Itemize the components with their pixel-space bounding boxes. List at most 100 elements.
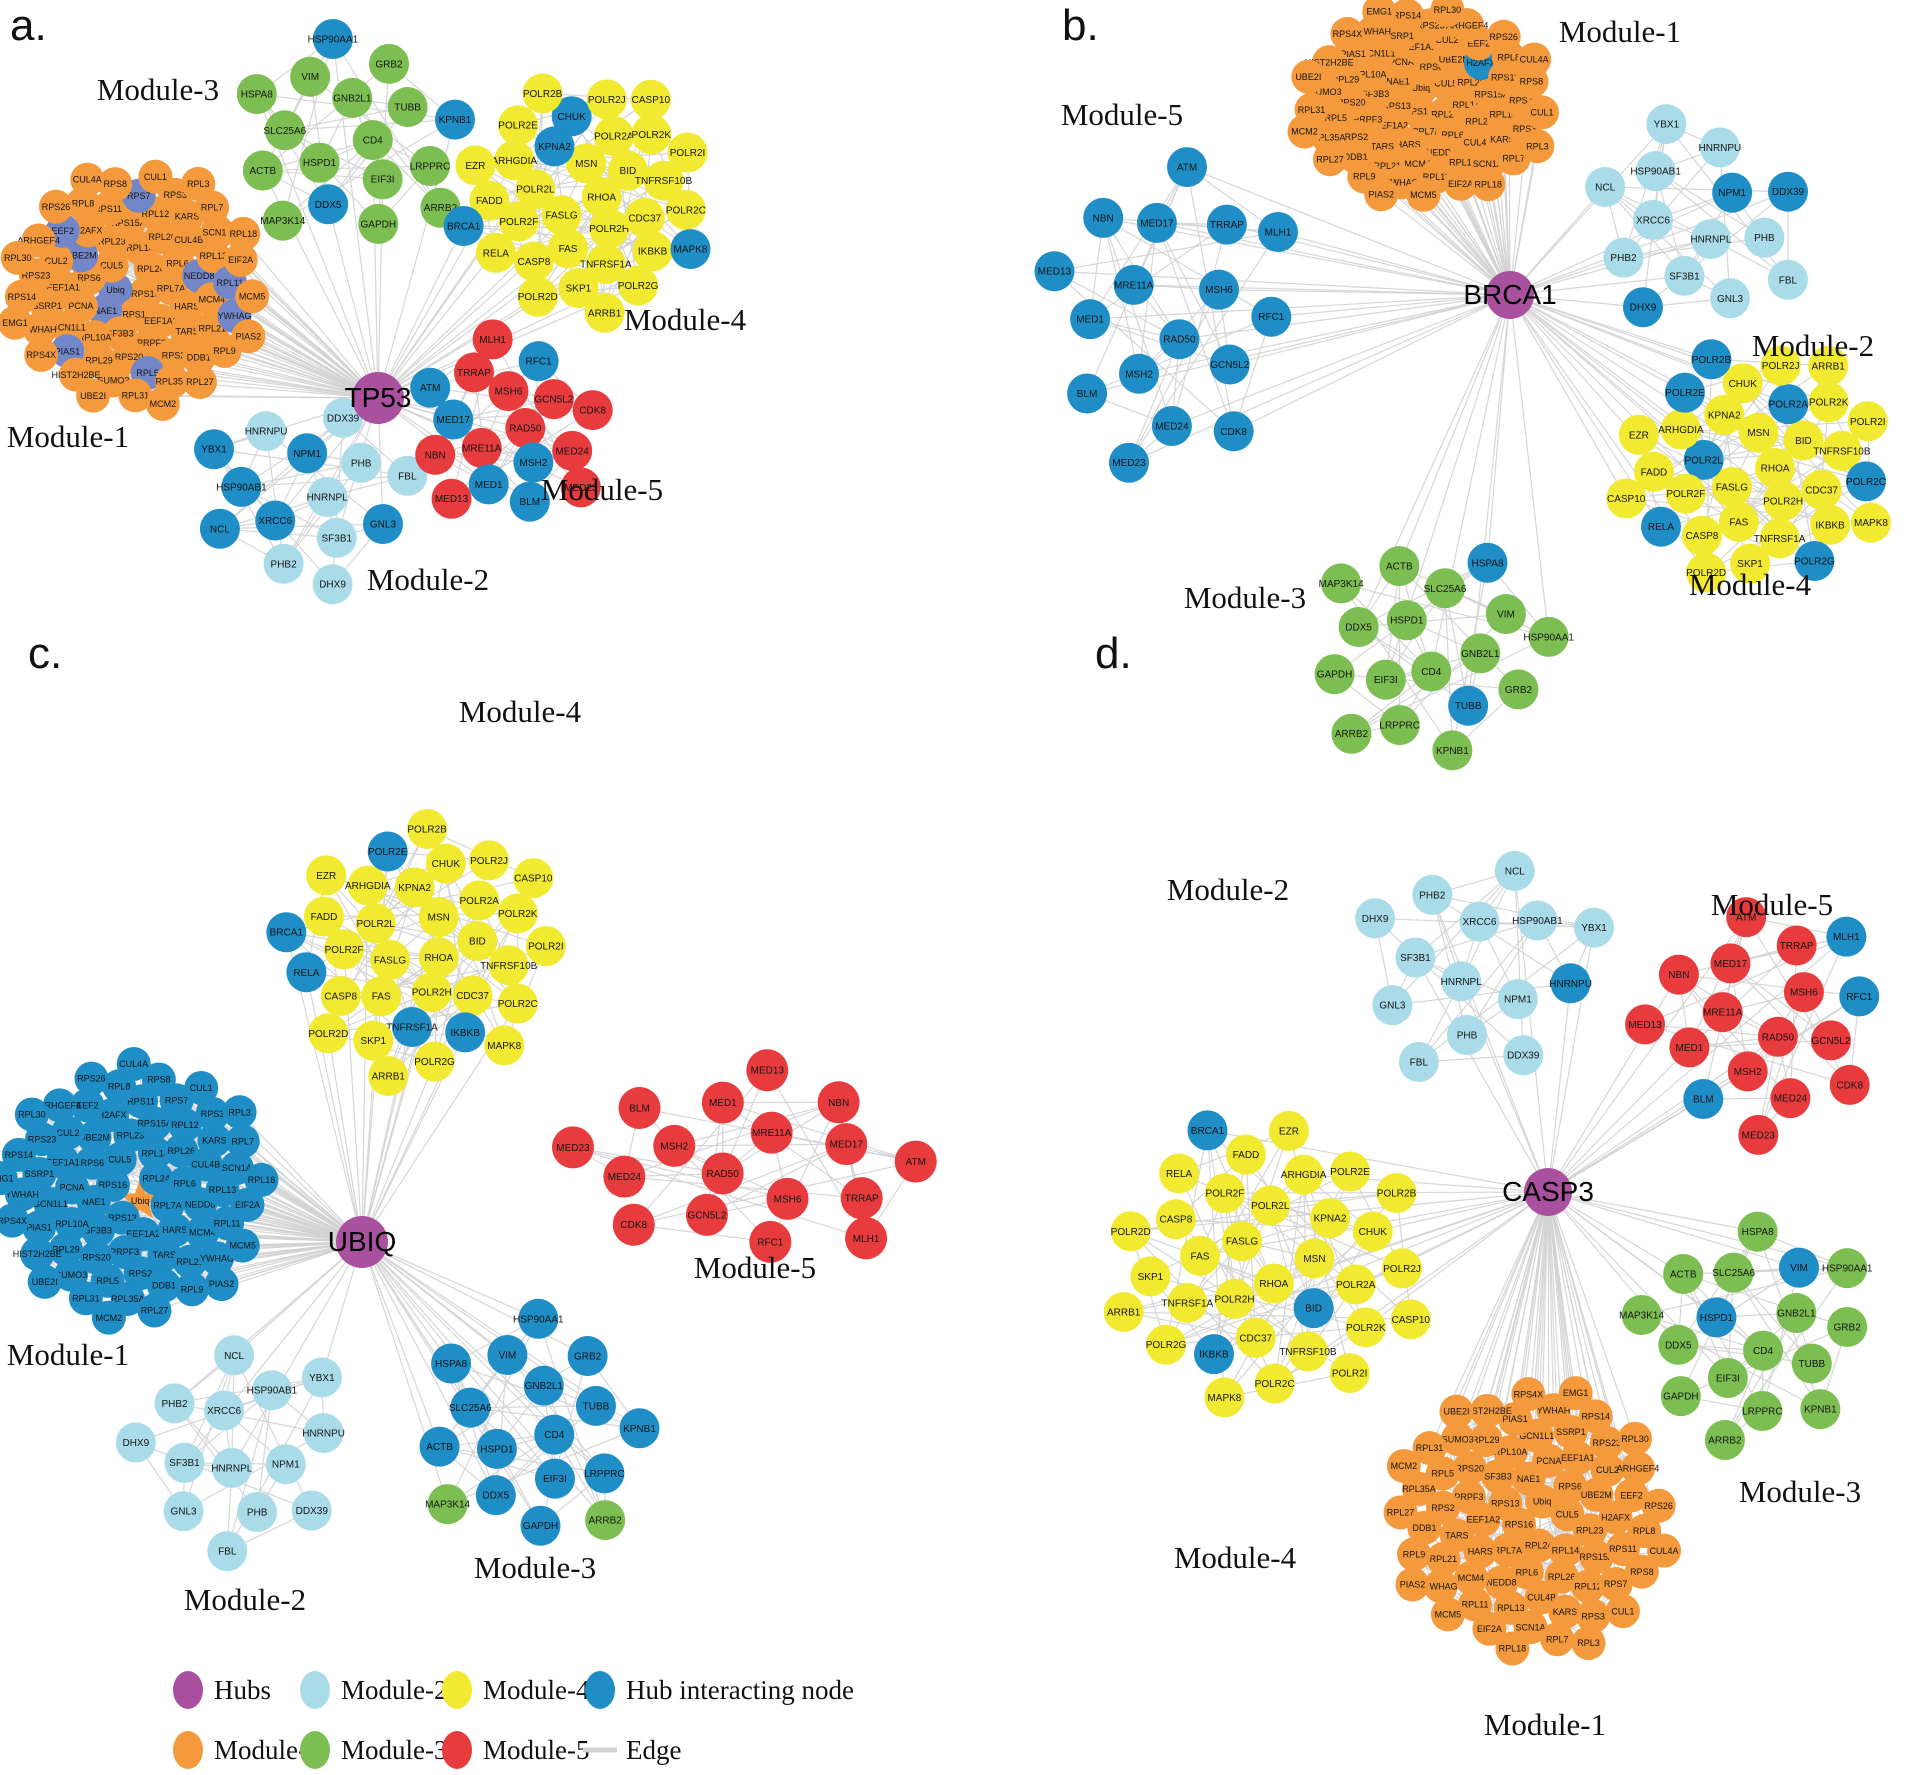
- node-RPL27[interactable]: [1312, 142, 1347, 177]
- node-SF3B1[interactable]: [1664, 255, 1705, 296]
- node-HIST2H2BE[interactable]: [20, 1237, 55, 1272]
- node-EEF1A1[interactable]: [1560, 1440, 1595, 1475]
- node-HSPD1[interactable]: [1696, 1297, 1737, 1338]
- node-RPS4X[interactable]: [1511, 1377, 1546, 1412]
- node-TRRAP[interactable]: [1206, 204, 1247, 245]
- node-BID[interactable]: [1783, 420, 1824, 461]
- node-MED17[interactable]: [1136, 202, 1177, 243]
- node-CASP8[interactable]: [1155, 1199, 1196, 1240]
- node-NBN[interactable]: [817, 1081, 860, 1124]
- node-MRE11A[interactable]: [461, 427, 502, 468]
- node-CUL1[interactable]: [1605, 1594, 1640, 1629]
- node-HNRNPL[interactable]: [1441, 961, 1482, 1002]
- node-CUL4A[interactable]: [116, 1046, 151, 1081]
- node-EEF2[interactable]: [1614, 1478, 1649, 1513]
- node-RPL23[interactable]: [1572, 1513, 1607, 1548]
- node-XRCC6[interactable]: [1459, 901, 1500, 942]
- node-KPNA2[interactable]: [534, 126, 575, 167]
- node-DDX39[interactable]: [1503, 1035, 1544, 1076]
- node-RPS4X[interactable]: [1330, 16, 1365, 51]
- node-ARHGEF4[interactable]: [42, 1088, 77, 1123]
- node-EZR[interactable]: [306, 855, 347, 896]
- node-HSP90AB1[interactable]: [1635, 151, 1676, 192]
- node-ARRB2[interactable]: [585, 1500, 626, 1541]
- node-KPNB1[interactable]: [1432, 730, 1473, 771]
- node-RPL27[interactable]: [137, 1293, 172, 1328]
- node-GAPDH[interactable]: [520, 1505, 561, 1546]
- node-MED1[interactable]: [701, 1081, 744, 1124]
- node-XRCC6[interactable]: [204, 1390, 245, 1431]
- node-CD4[interactable]: [1411, 651, 1452, 692]
- node-FASLG[interactable]: [370, 939, 411, 980]
- node-RPL6[interactable]: [1509, 1555, 1544, 1590]
- node-LRPPRC[interactable]: [409, 146, 450, 187]
- node-POLR2I[interactable]: [525, 926, 566, 967]
- node-GCN5L2[interactable]: [1209, 344, 1250, 385]
- node-FBL[interactable]: [1767, 259, 1808, 300]
- node-MAP3K14[interactable]: [1621, 1295, 1662, 1336]
- node-GAPDH[interactable]: [1660, 1376, 1701, 1417]
- node-ATM[interactable]: [1726, 897, 1767, 938]
- node-EIF2A[interactable]: [223, 243, 258, 278]
- node-POLR2D[interactable]: [1110, 1211, 1151, 1252]
- node-RPS26[interactable]: [1641, 1488, 1676, 1523]
- node-HNRNPU[interactable]: [1550, 963, 1591, 1004]
- node-ACTB[interactable]: [242, 150, 283, 191]
- node-CDK8[interactable]: [612, 1203, 655, 1246]
- node-GCN5L2[interactable]: [685, 1193, 728, 1236]
- node-NCL[interactable]: [214, 1335, 255, 1376]
- node-RPS20[interactable]: [1452, 1451, 1487, 1486]
- node-H2AFX[interactable]: [70, 213, 105, 248]
- node-IKBKB[interactable]: [632, 231, 673, 272]
- node-POLR2K[interactable]: [1345, 1307, 1386, 1348]
- node-VIM[interactable]: [1778, 1247, 1819, 1288]
- node-POLR2J[interactable]: [586, 79, 627, 120]
- node-DDX39[interactable]: [291, 1490, 332, 1531]
- node-RPL29[interactable]: [48, 1232, 83, 1267]
- node-RPS23[interactable]: [1589, 1425, 1624, 1460]
- node-RPL7[interactable]: [1540, 1622, 1575, 1657]
- node-FAS[interactable]: [548, 228, 589, 269]
- node-PHB[interactable]: [237, 1491, 278, 1532]
- node-ARRB2[interactable]: [1331, 713, 1372, 754]
- node-SF3B1[interactable]: [316, 517, 357, 558]
- node-KARS[interactable]: [197, 1123, 232, 1158]
- node-ARHGDIA[interactable]: [494, 140, 535, 181]
- node-CHUK[interactable]: [1722, 363, 1763, 404]
- node-ARRB1[interactable]: [368, 1056, 409, 1097]
- node-GNL3[interactable]: [1372, 985, 1413, 1026]
- node-FASLG[interactable]: [541, 195, 582, 236]
- node-POLR2D[interactable]: [517, 276, 558, 317]
- node-YWHAG[interactable]: [1423, 1569, 1458, 1604]
- node-CD4[interactable]: [1743, 1330, 1784, 1371]
- node-MED13[interactable]: [1034, 251, 1075, 292]
- node-POLR2D[interactable]: [308, 1013, 349, 1054]
- node-FASLG[interactable]: [1711, 466, 1752, 507]
- node-RPS26[interactable]: [38, 189, 73, 224]
- node-RPS14[interactable]: [1390, 0, 1425, 33]
- node-CASP10[interactable]: [513, 858, 554, 899]
- node-BLM[interactable]: [509, 481, 550, 522]
- node-CUL1[interactable]: [184, 1070, 219, 1105]
- node-PIAS2[interactable]: [231, 319, 266, 354]
- node-RPL14[interactable]: [1548, 1533, 1583, 1568]
- node-NCL[interactable]: [199, 508, 240, 549]
- node-GCN5L2[interactable]: [1810, 1020, 1851, 1061]
- node-DHX9[interactable]: [1622, 287, 1663, 328]
- node-FAS[interactable]: [1718, 501, 1759, 542]
- node-TNFRSF1A[interactable]: [585, 244, 626, 285]
- node-RELA[interactable]: [1159, 1153, 1200, 1194]
- node-RPS6[interactable]: [75, 1145, 110, 1180]
- node-ATM[interactable]: [894, 1140, 937, 1183]
- node-YBX1[interactable]: [301, 1357, 342, 1398]
- node-CUL4A[interactable]: [70, 162, 105, 197]
- node-EIF3I[interactable]: [534, 1458, 575, 1499]
- node-POLR2F[interactable]: [1204, 1173, 1245, 1214]
- node-RFC1[interactable]: [518, 341, 559, 382]
- node-MED17[interactable]: [825, 1123, 868, 1166]
- node-TRRAP[interactable]: [453, 352, 494, 393]
- node-FBL[interactable]: [207, 1531, 248, 1572]
- node-RAD50[interactable]: [1159, 319, 1200, 360]
- node-RPS8[interactable]: [98, 167, 133, 202]
- node-CDC37[interactable]: [1801, 469, 1842, 510]
